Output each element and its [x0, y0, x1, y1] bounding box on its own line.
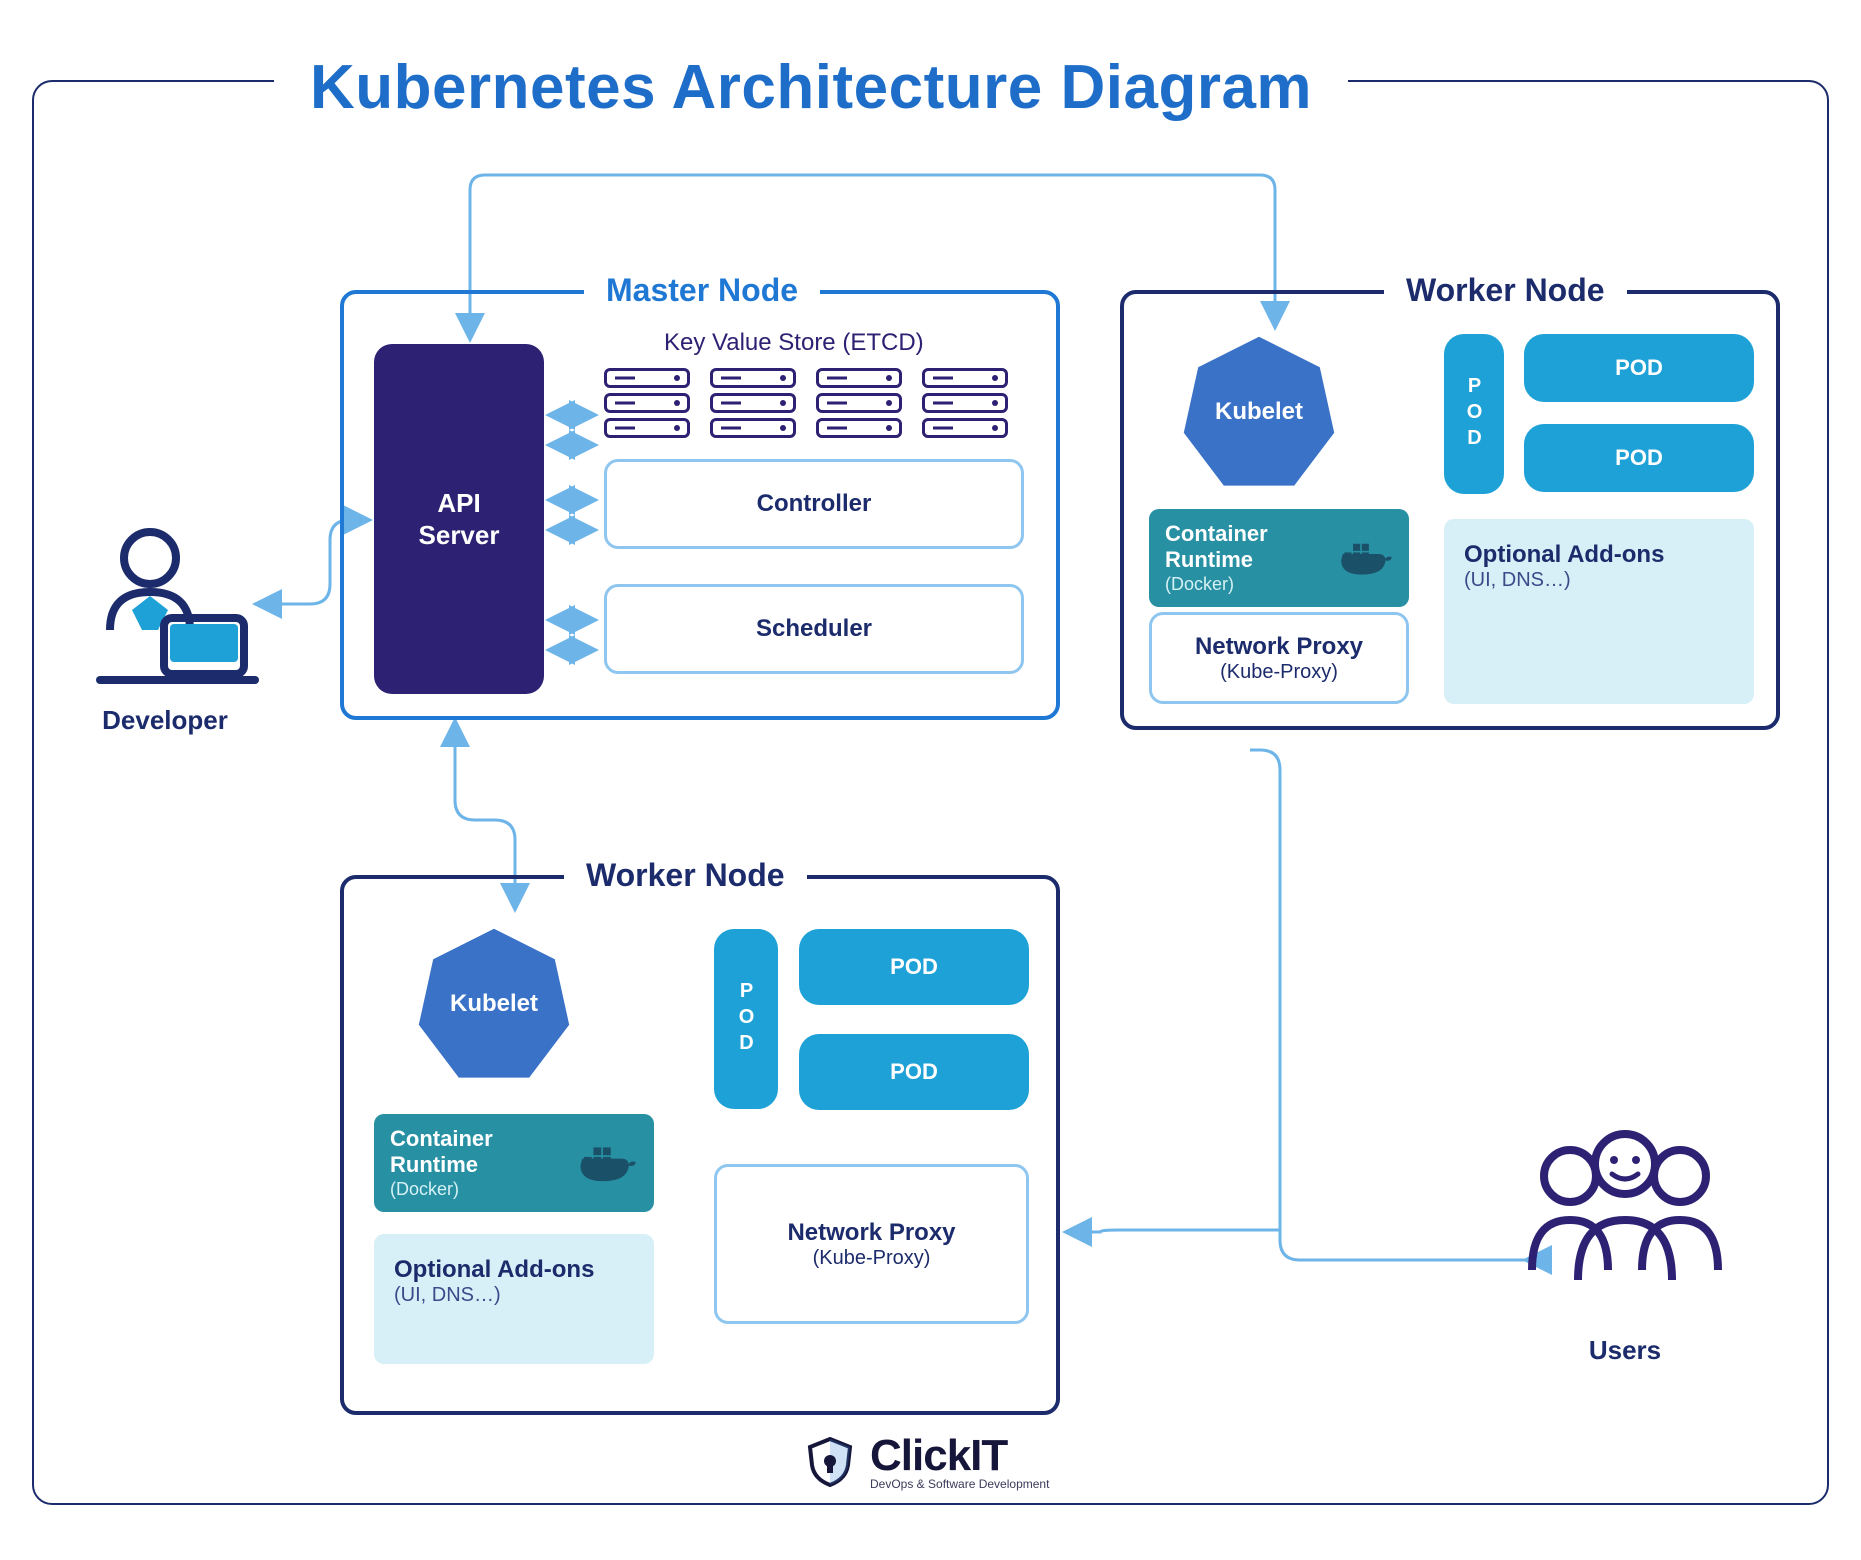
brand-logo: ClickIT DevOps & Software Development	[804, 1431, 1049, 1491]
server-icon	[604, 368, 690, 438]
addon-sub: (UI, DNS…)	[394, 1284, 634, 1307]
pod-label: POD	[890, 954, 938, 980]
kubelet-heptagon: Kubelet	[1179, 332, 1339, 492]
developer-icon	[70, 520, 260, 690]
kubelet-label: Kubelet	[1215, 398, 1303, 426]
runtime-sub: (Docker)	[390, 1179, 565, 1201]
pod-pill: POD	[799, 929, 1029, 1005]
server-icon	[710, 368, 796, 438]
worker-bottom-label: Worker Node	[564, 857, 807, 894]
worker-node-bottom-box: Worker Node Kubelet Container Runtime (D…	[340, 875, 1060, 1415]
pod-label: POD	[1615, 445, 1663, 471]
netproxy-title: Network Proxy	[787, 1219, 955, 1247]
etcd-icons	[604, 368, 1014, 438]
developer-label: Developer	[70, 705, 260, 736]
pod-pill: POD	[1524, 424, 1754, 492]
docker-whale-icon	[577, 1139, 638, 1187]
network-proxy-box: Network Proxy (Kube-Proxy)	[714, 1164, 1029, 1324]
docker-whale-icon	[1338, 534, 1393, 582]
netproxy-sub: (Kube-Proxy)	[1220, 661, 1338, 684]
netproxy-title: Network Proxy	[1195, 633, 1363, 661]
kubelet-label: Kubelet	[450, 990, 538, 1018]
server-icon	[922, 368, 1008, 438]
scheduler-box: Scheduler	[604, 584, 1024, 674]
addons-box: Optional Add-ons (UI, DNS…)	[374, 1234, 654, 1364]
pod-label: POD	[890, 1059, 938, 1085]
scheduler-label: Scheduler	[756, 615, 872, 643]
master-node-label: Master Node	[584, 272, 820, 309]
addon-title: Optional Add-ons	[394, 1256, 634, 1284]
addon-sub: (UI, DNS…)	[1464, 569, 1734, 592]
network-proxy-box: Network Proxy (Kube-Proxy)	[1149, 612, 1409, 704]
users-actor: Users	[1500, 1120, 1750, 1366]
brand-sub: DevOps & Software Development	[870, 1477, 1049, 1491]
server-icon	[816, 368, 902, 438]
worker-top-label: Worker Node	[1384, 272, 1627, 309]
page-title: Kubernetes Architecture Diagram	[310, 52, 1312, 123]
addon-title: Optional Add-ons	[1464, 541, 1734, 569]
addons-box: Optional Add-ons (UI, DNS…)	[1444, 519, 1754, 704]
pod-label: POD	[735, 980, 758, 1058]
master-node-box: Master Node API Server Key Value Store (…	[340, 290, 1060, 720]
worker-node-top-box: Worker Node Kubelet Container Runtime (D…	[1120, 290, 1780, 730]
netproxy-sub: (Kube-Proxy)	[813, 1247, 931, 1270]
pod-label: POD	[1615, 355, 1663, 381]
pod-pill-vertical: POD	[1444, 334, 1504, 494]
container-runtime-box: Container Runtime (Docker)	[1149, 509, 1409, 607]
api-server-block: API Server	[374, 344, 544, 694]
brand-name: ClickIT	[870, 1431, 1049, 1481]
etcd-label: Key Value Store (ETCD)	[664, 329, 924, 357]
kubelet-heptagon: Kubelet	[414, 924, 574, 1084]
controller-box: Controller	[604, 459, 1024, 549]
pod-pill-vertical: POD	[714, 929, 778, 1109]
runtime-sub: (Docker)	[1165, 574, 1326, 596]
shield-icon	[804, 1435, 856, 1487]
controller-label: Controller	[757, 490, 872, 518]
api-server-label: API Server	[419, 487, 500, 552]
runtime-title: Container Runtime	[1165, 521, 1326, 574]
users-icon	[1500, 1120, 1750, 1320]
developer-actor: Developer	[70, 520, 260, 736]
pod-label: POD	[1463, 375, 1486, 453]
title-wrap: Kubernetes Architecture Diagram	[274, 52, 1348, 123]
runtime-title: Container Runtime	[390, 1126, 565, 1179]
pod-pill: POD	[799, 1034, 1029, 1110]
container-runtime-box: Container Runtime (Docker)	[374, 1114, 654, 1212]
users-label: Users	[1500, 1335, 1750, 1366]
pod-pill: POD	[1524, 334, 1754, 402]
